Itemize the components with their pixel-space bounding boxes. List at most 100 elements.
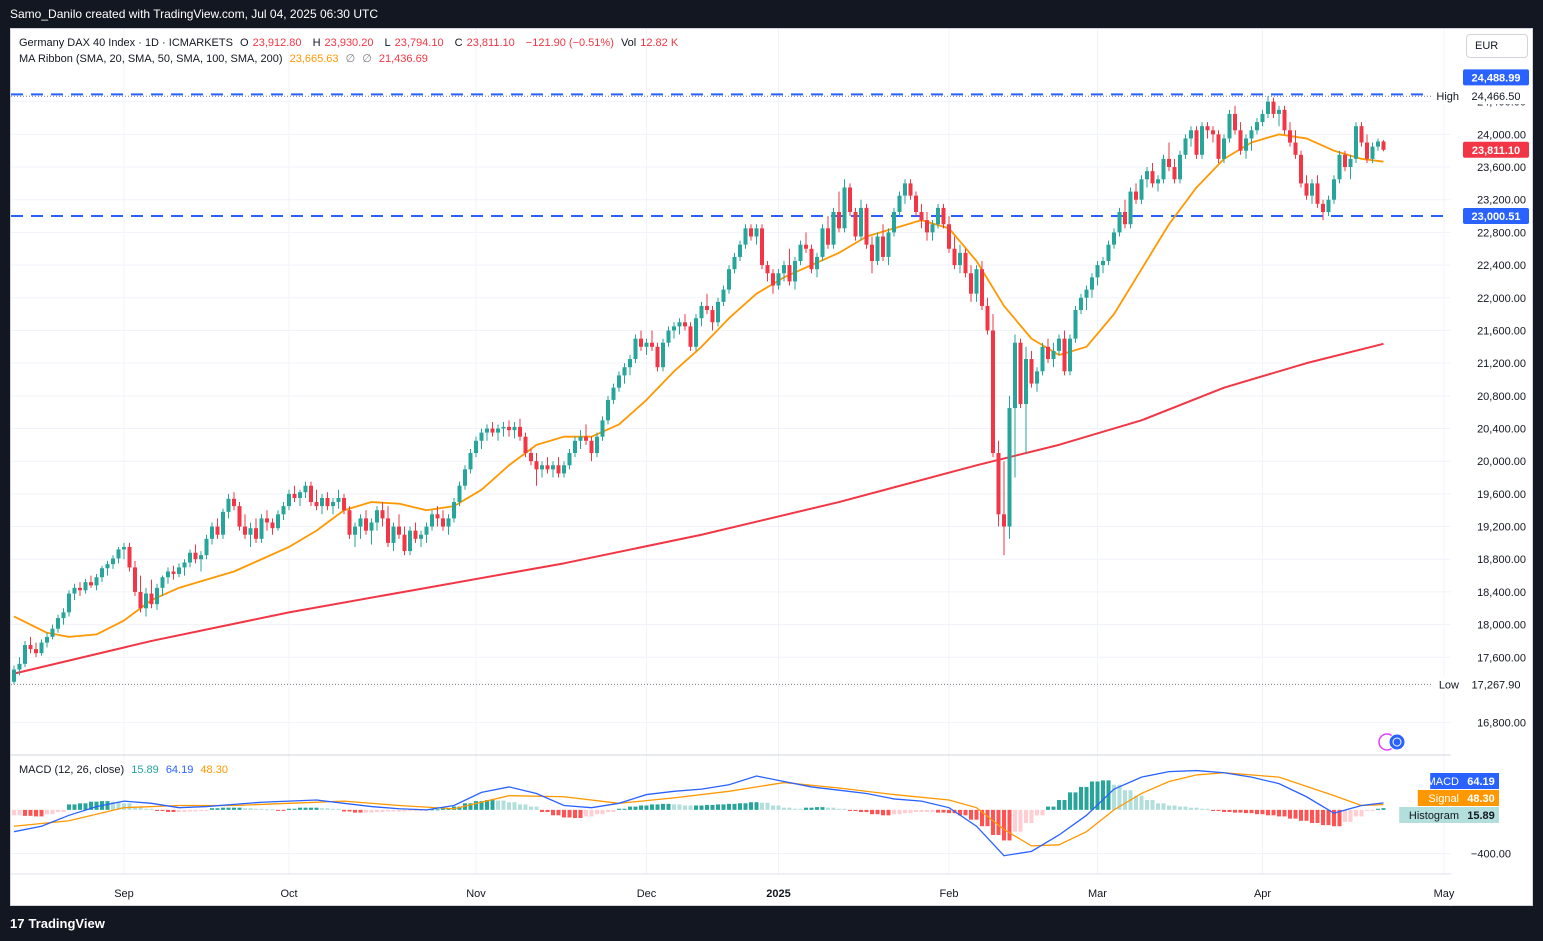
macd-tag-label: MACD xyxy=(1427,776,1459,788)
candle-body xyxy=(1057,338,1061,351)
histogram-bar xyxy=(116,801,121,810)
candle-body xyxy=(1194,130,1199,155)
histogram-bar xyxy=(1216,809,1221,811)
candle-body xyxy=(1167,158,1171,168)
candle-body xyxy=(837,211,841,229)
histogram-bar xyxy=(226,807,231,810)
candle-body xyxy=(842,187,847,229)
histogram-bar xyxy=(353,809,357,813)
histogram-bar xyxy=(1150,800,1155,810)
histogram-bar xyxy=(1211,809,1215,811)
histogram-bar xyxy=(39,809,44,817)
high-tag-bg xyxy=(1463,88,1529,105)
candle-body xyxy=(380,510,385,519)
candle-body xyxy=(210,526,214,539)
histogram-bar xyxy=(298,807,302,810)
candle-body xyxy=(556,465,561,474)
candle-body xyxy=(1326,199,1331,212)
histogram-bar xyxy=(584,809,588,817)
candle-body xyxy=(732,256,737,270)
histogram-bar xyxy=(578,809,583,819)
candle-body xyxy=(1277,109,1281,114)
histogram-bar xyxy=(1266,809,1270,816)
candle-body xyxy=(1090,277,1094,290)
histogram-bar xyxy=(903,809,907,814)
candle-body xyxy=(105,564,110,569)
candle-body xyxy=(12,669,16,682)
histogram-bar xyxy=(732,803,737,810)
candle-body xyxy=(496,428,500,433)
histogram-bar xyxy=(1354,809,1358,817)
candle-body xyxy=(512,426,517,431)
histogram-bar xyxy=(914,809,918,813)
histogram-bar xyxy=(281,809,286,811)
candle-body xyxy=(303,485,308,493)
candle-body xyxy=(435,514,440,519)
histogram-bar xyxy=(320,808,324,810)
symbol-name[interactable]: Germany DAX 40 Index · 1D · ICMARKETS xyxy=(19,37,233,49)
hist-tag-label: Histogram xyxy=(1409,810,1459,822)
price-chart[interactable]: 16,800.00 17,600.00 18,000.00 18,400.00 18,8… xyxy=(11,29,1534,907)
histogram-bar xyxy=(611,809,616,813)
candle-body xyxy=(1013,342,1017,409)
histogram-bar xyxy=(1084,786,1089,810)
ma-ribbon-label[interactable]: MA Ribbon (SMA, 20, SMA, 50, SMA, 100, S… xyxy=(19,53,283,65)
candle-body xyxy=(342,497,346,511)
candle-body xyxy=(364,518,368,531)
price-tick-label: 18,800.00 xyxy=(1477,554,1526,566)
candle-body xyxy=(991,330,995,454)
macd-label[interactable]: MACD (12, 26, close) xyxy=(19,764,125,776)
histogram-bar xyxy=(859,809,863,813)
histogram-bar xyxy=(1101,780,1105,810)
price-tick-label: 19,600.00 xyxy=(1477,489,1526,501)
candle-body xyxy=(1156,179,1160,184)
chart-panel[interactable]: 16,800.00 17,600.00 18,000.00 18,400.00 18,8… xyxy=(10,28,1534,907)
candle-body xyxy=(996,453,1001,515)
candle-body xyxy=(1189,130,1193,139)
candle-body xyxy=(23,645,27,664)
candle-body xyxy=(452,502,456,519)
histogram-bar xyxy=(991,809,995,835)
histogram-bar xyxy=(809,807,814,810)
price-tick-label: 20,400.00 xyxy=(1477,424,1526,436)
candle-body xyxy=(331,502,335,507)
candle-body xyxy=(50,628,55,637)
histogram-bar xyxy=(254,808,258,810)
histogram-bar xyxy=(1370,809,1375,811)
low-label: Low xyxy=(1439,679,1459,691)
price-axis: 16,800.00 17,600.00 18,000.00 18,400.00 18,8… xyxy=(1471,97,1526,861)
currency-selector[interactable]: EUR xyxy=(1466,34,1528,58)
histogram-bar xyxy=(1068,792,1072,810)
histogram-bar xyxy=(1134,795,1138,810)
candle-body xyxy=(1310,183,1314,196)
grid xyxy=(11,29,1451,874)
candle-body xyxy=(430,514,434,527)
histogram-bar xyxy=(485,800,489,810)
candle-body xyxy=(815,256,819,270)
histogram-bar xyxy=(908,809,913,814)
candle-body xyxy=(474,440,478,454)
candle-body xyxy=(787,265,792,282)
candle-body xyxy=(1321,203,1325,212)
candle-body xyxy=(1035,371,1039,384)
candle-body xyxy=(666,330,671,343)
histogram-bar xyxy=(270,809,275,811)
candle-body xyxy=(1370,146,1375,159)
histogram-bar xyxy=(215,808,220,810)
histogram-bar xyxy=(45,809,49,815)
histogram-bar xyxy=(958,809,962,816)
ma20-value: 23,665.63 xyxy=(289,53,339,65)
candle-body xyxy=(600,420,605,437)
histogram-bar xyxy=(221,807,225,810)
histogram-bar xyxy=(364,809,368,813)
histogram-bar xyxy=(1321,809,1325,826)
histogram-bar xyxy=(105,801,110,810)
candle-body xyxy=(870,244,874,262)
candle-body xyxy=(980,269,984,306)
candle-body xyxy=(1288,130,1292,143)
candle-body xyxy=(969,273,973,294)
histogram-bar xyxy=(974,809,979,820)
histogram-bar xyxy=(1326,809,1331,826)
candle-body xyxy=(606,399,610,421)
replay-icon[interactable] xyxy=(1378,733,1406,751)
